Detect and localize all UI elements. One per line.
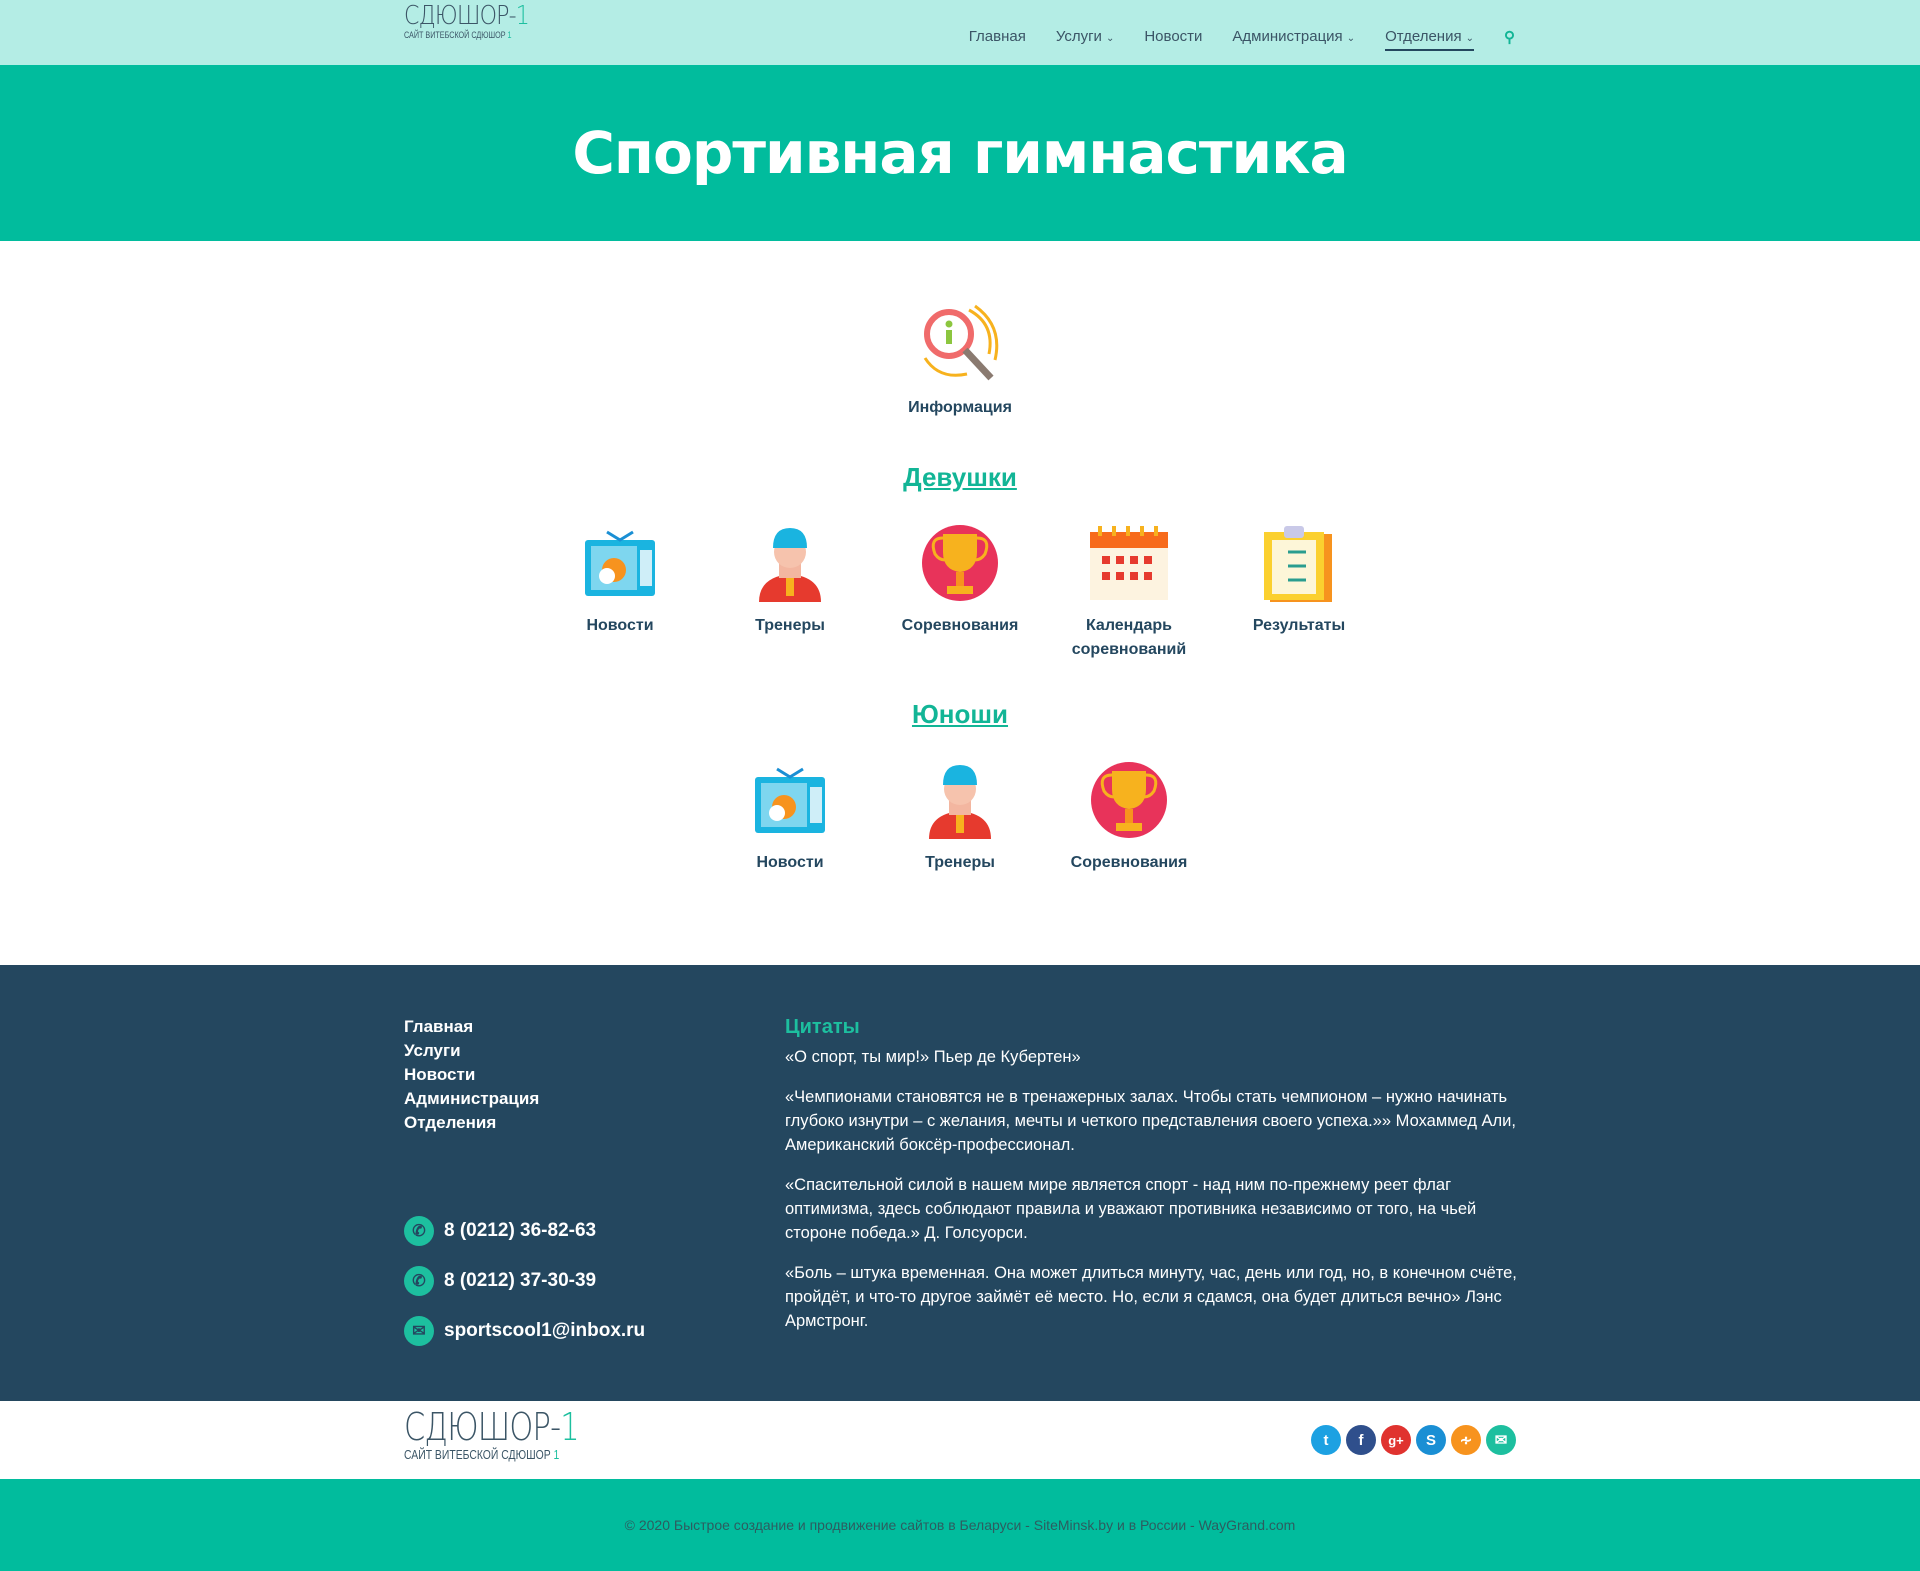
calendar-icon bbox=[1090, 526, 1168, 600]
nav-services[interactable]: Услуги ⌄ bbox=[1056, 28, 1115, 45]
google-plus-icon[interactable]: g+ bbox=[1381, 1425, 1411, 1455]
item-label: Тренеры bbox=[925, 854, 995, 871]
logo-subtitle: САЙТ ВИТЕБСКОЙ СДЮШОР bbox=[404, 1447, 551, 1462]
envelope-icon: ✉ bbox=[404, 1316, 434, 1346]
footer-link-services[interactable]: Услуги bbox=[404, 1041, 461, 1060]
facebook-icon[interactable]: f bbox=[1346, 1425, 1376, 1455]
girls-news[interactable]: Новости bbox=[535, 522, 705, 638]
quote: «Чемпионами становятся не в тренажерных … bbox=[785, 1088, 1516, 1154]
search-icon[interactable]: ⚲ bbox=[1504, 28, 1515, 46]
logo-subtitle: САЙТ ВИТЕБСКОЙ СДЮШОР bbox=[404, 30, 506, 40]
nav-news[interactable]: Новости bbox=[1144, 28, 1203, 45]
main-nav: Главная Услуги ⌄ Новости Администрация ⌄ О… bbox=[969, 22, 1515, 51]
rss-icon[interactable]: ∻ bbox=[1451, 1425, 1481, 1455]
footer-link-administration[interactable]: Администрация bbox=[404, 1089, 540, 1108]
quote: «Спасительной силой в нашем мире являетс… bbox=[785, 1176, 1477, 1242]
logo-sub-digit: 1 bbox=[553, 1447, 560, 1462]
footer-link-news[interactable]: Новости bbox=[404, 1065, 476, 1084]
clipboard-icon bbox=[1262, 524, 1334, 604]
girls-coaches[interactable]: Тренеры bbox=[705, 522, 875, 638]
phone-text: 8 (0212) 36-82-63 bbox=[444, 1220, 597, 1241]
social-links: t f g+ S ∻ ✉ bbox=[1311, 1425, 1516, 1455]
chevron-down-icon: ⌄ bbox=[1105, 33, 1115, 44]
logo-digit: 1 bbox=[515, 1, 530, 31]
info-link[interactable]: Информация bbox=[875, 304, 1045, 420]
chevron-down-icon: ⌄ bbox=[1346, 33, 1356, 44]
footer-logo[interactable]: СДЮШОР-1 САЙТ ВИТЕБСКОЙ СДЮШОР 1 bbox=[404, 1407, 623, 1462]
item-label: Календарь соревнований bbox=[1071, 617, 1187, 658]
quote: «О спорт, ты мир!» Пьер де Кубертен» bbox=[785, 1048, 1081, 1066]
phone-icon: ✆ bbox=[404, 1266, 434, 1296]
footer-link-departments[interactable]: Отделения bbox=[404, 1113, 497, 1132]
logo-sub-digit: 1 bbox=[507, 30, 512, 40]
item-label: Новости bbox=[756, 854, 824, 871]
item-label: Соревнования bbox=[901, 617, 1019, 634]
coach-icon bbox=[759, 528, 821, 602]
chevron-down-icon: ⌄ bbox=[1465, 33, 1474, 44]
footer-menu: Главная Услуги Новости Администрация Отд… bbox=[404, 1015, 539, 1135]
nav-departments[interactable]: Отделения ⌄ bbox=[1385, 28, 1474, 51]
twitter-icon[interactable]: t bbox=[1311, 1425, 1341, 1455]
copyright-text[interactable]: © 2020 Быстрое создание и продвижение са… bbox=[624, 1517, 1296, 1533]
bottom-bar: СДЮШОР-1 САЙТ ВИТЕБСКОЙ СДЮШОР 1 t f g+ … bbox=[0, 1401, 1920, 1479]
item-label: Результаты bbox=[1252, 617, 1346, 634]
phone-2[interactable]: ✆ 8 (0212) 37-30-39 bbox=[404, 1266, 596, 1296]
quote: «Боль – штука временная. Она может длить… bbox=[785, 1264, 1517, 1330]
info-label: Информация bbox=[908, 399, 1012, 416]
item-label: Соревнования bbox=[1070, 854, 1188, 871]
section-boys[interactable]: Юноши bbox=[911, 699, 1009, 729]
nav-home[interactable]: Главная bbox=[968, 28, 1026, 45]
info-magnifier-icon bbox=[923, 304, 999, 381]
boys-competitions[interactable]: Соревнования bbox=[1044, 759, 1214, 875]
quotes-block: Цитаты «О спорт, ты мир!» Пьер де Куберт… bbox=[785, 1015, 1520, 1349]
trophy-icon bbox=[1089, 760, 1169, 840]
page-hero: Спортивная гимнастика bbox=[0, 65, 1920, 241]
phone-1[interactable]: ✆ 8 (0212) 36-82-63 bbox=[404, 1216, 596, 1246]
email-icon[interactable]: ✉ bbox=[1486, 1425, 1516, 1455]
email-link[interactable]: ✉ sportscool1@inbox.ru bbox=[404, 1316, 645, 1346]
skype-icon[interactable]: S bbox=[1416, 1425, 1446, 1455]
site-header: СДЮШОР-1 САЙТ ВИТЕБСКОЙ СДЮШОР 1 Главная… bbox=[0, 0, 1920, 65]
footer-link-home[interactable]: Главная bbox=[404, 1017, 474, 1036]
nav-label: Администрация bbox=[1232, 28, 1343, 45]
boys-news[interactable]: Новости bbox=[705, 759, 875, 875]
girls-competitions[interactable]: Соревнования bbox=[875, 522, 1045, 638]
boys-coaches[interactable]: Тренеры bbox=[875, 759, 1045, 875]
copyright: © 2020 Быстрое создание и продвижение са… bbox=[0, 1479, 1920, 1571]
girls-calendar[interactable]: Календарь соревнований bbox=[1044, 522, 1214, 662]
trophy-icon bbox=[920, 523, 1000, 603]
item-label: Новости bbox=[586, 617, 654, 634]
page-title: Спортивная гимнастика bbox=[572, 119, 1348, 187]
site-logo[interactable]: СДЮШОР-1 САЙТ ВИТЕБСКОЙ СДЮШОР 1 bbox=[404, 2, 551, 40]
nav-administration[interactable]: Администрация ⌄ bbox=[1232, 28, 1355, 45]
logo-title: СДЮШОР- bbox=[404, 1405, 561, 1449]
tv-icon bbox=[753, 767, 827, 835]
section-girls[interactable]: Девушки bbox=[903, 462, 1017, 492]
item-label: Тренеры bbox=[755, 617, 825, 634]
site-footer: Главная Услуги Новости Администрация Отд… bbox=[0, 965, 1920, 1401]
quotes-title: Цитаты bbox=[785, 1016, 860, 1038]
coach-icon bbox=[929, 765, 991, 839]
tv-icon bbox=[583, 530, 657, 598]
phone-icon: ✆ bbox=[404, 1216, 434, 1246]
nav-label: Услуги bbox=[1055, 28, 1102, 45]
email-text: sportscool1@inbox.ru bbox=[444, 1320, 646, 1341]
logo-digit: 1 bbox=[560, 1405, 579, 1449]
nav-label: Отделения bbox=[1385, 28, 1462, 45]
girls-results[interactable]: Результаты bbox=[1214, 522, 1384, 638]
logo-title: СДЮШОР- bbox=[404, 1, 517, 31]
phone-text: 8 (0212) 37-30-39 bbox=[444, 1270, 597, 1291]
